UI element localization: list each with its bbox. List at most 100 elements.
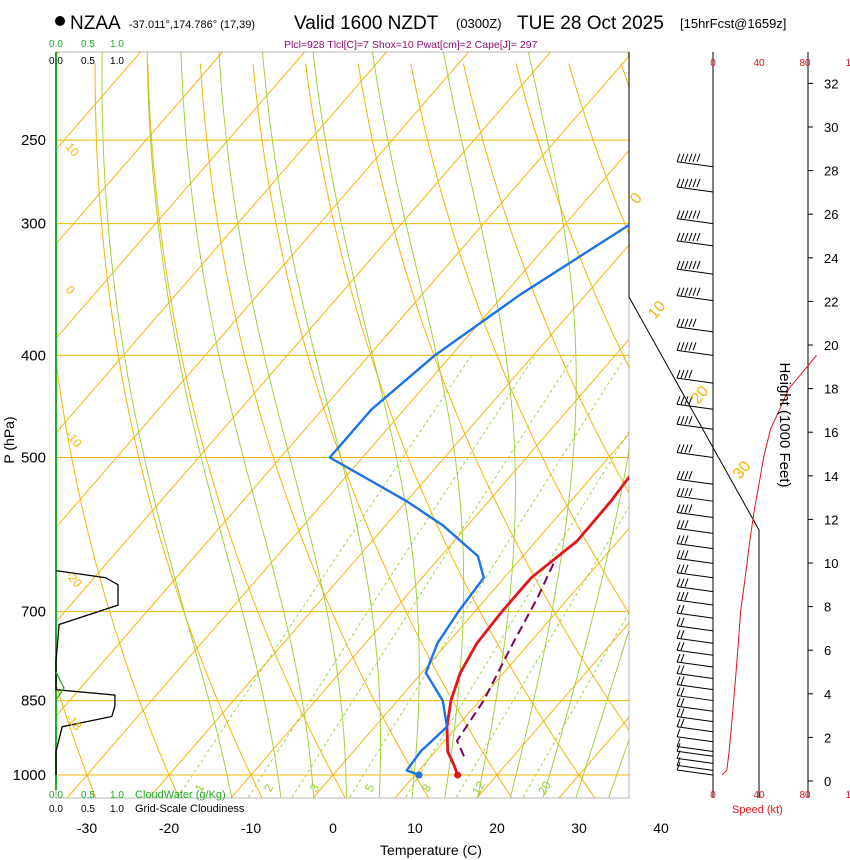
wind-barb-flag xyxy=(696,287,701,296)
mixing-ratio-label: 20 xyxy=(535,778,554,797)
y-tick-label: 400 xyxy=(21,347,46,364)
mixing-ratio-label: 3 xyxy=(307,781,323,794)
station-dot xyxy=(55,16,65,26)
wind-barb-flag xyxy=(692,153,697,162)
x-axis-title: Temperature (C) xyxy=(380,842,482,858)
cloud-water-tick-bottom: 0.0 xyxy=(49,790,63,801)
wind-barb-staff xyxy=(676,612,714,619)
wind-barb-flag xyxy=(680,260,685,270)
wind-barb-flag xyxy=(680,535,685,544)
wind-barb-flag xyxy=(676,178,681,188)
wind-barb-flag xyxy=(688,504,693,513)
wind-barb-flag xyxy=(680,687,685,696)
wind-barb-flag xyxy=(684,318,689,328)
wind-barb-flag xyxy=(692,318,697,328)
dry-adiabat-line xyxy=(56,682,97,798)
cloudiness-tick-top: 0.5 xyxy=(81,56,95,67)
mixing-ratio-line xyxy=(522,611,629,798)
speed-tick-top: 12 xyxy=(845,58,850,69)
skew-boundary-line xyxy=(628,52,760,798)
wind-barb-flag xyxy=(684,232,689,242)
mixing-ratio-label: 12 xyxy=(469,778,488,797)
wind-barb-flag xyxy=(680,550,685,559)
wind-barb-staff xyxy=(676,543,714,550)
wind-barb-staff xyxy=(676,769,714,776)
wind-barb-flag xyxy=(684,578,689,587)
wind-barb-staff xyxy=(676,186,714,193)
wind-barb-flag xyxy=(684,488,689,497)
wind-barb-flag xyxy=(676,471,681,480)
plot-frame xyxy=(55,51,630,799)
isotherm-line xyxy=(56,52,141,151)
speed-tick-bottom: 0 xyxy=(710,790,716,801)
isotherm-line xyxy=(476,622,629,798)
wind-barb-flag xyxy=(676,642,681,651)
wind-barb-flag xyxy=(676,698,681,707)
speed-axis-title: Speed (kt) xyxy=(732,804,783,816)
dry-adiabat-line xyxy=(620,63,629,89)
wind-barb-flag xyxy=(684,210,689,219)
height-tick-label: 16 xyxy=(824,425,838,440)
wind-barb-flag xyxy=(684,369,689,379)
y-tick-label: 250 xyxy=(21,132,46,149)
wind-barb-flag xyxy=(684,564,689,573)
dry-adiabat-line xyxy=(515,63,629,369)
isotherm-line xyxy=(56,52,305,340)
wind-barb-flag xyxy=(688,260,693,270)
parcel-line xyxy=(456,562,555,757)
wind-barb-flag xyxy=(680,617,685,627)
x-tick-label: -20 xyxy=(159,820,179,836)
wind-barb-flag xyxy=(676,232,681,242)
y-tick-label: 850 xyxy=(21,693,46,710)
wind-barb-flag xyxy=(680,318,685,328)
wind-barb-flag xyxy=(684,535,689,544)
height-tick-label: 22 xyxy=(824,294,838,309)
wind-barb-flag xyxy=(684,260,689,270)
speed-line xyxy=(721,354,817,776)
isotherm-line xyxy=(394,527,629,798)
height-tick-label: 18 xyxy=(824,382,838,397)
x-tick-label: 30 xyxy=(571,820,587,836)
dry-adiabat-line xyxy=(94,63,263,798)
cloudiness-title: Grid-Scale Cloudiness xyxy=(135,803,245,815)
mixing-ratio-label: 8 xyxy=(419,781,435,794)
isotherm-line xyxy=(312,433,629,798)
x-tick-label: 40 xyxy=(653,820,669,836)
y-tick-label: 500 xyxy=(21,450,46,467)
wind-barb-staff xyxy=(676,726,714,733)
cloud-water-tick-top: 0.5 xyxy=(81,39,95,50)
wind-barb-staff xyxy=(676,625,714,632)
wind-barb-flag xyxy=(680,708,685,717)
wind-barb-flag xyxy=(680,471,685,480)
wind-barb-flag xyxy=(684,550,689,559)
moist-adiabat-line xyxy=(509,52,577,798)
wind-barb-staff xyxy=(676,586,714,593)
wind-barb-flag xyxy=(676,444,681,453)
forecast-info: [15hrFcst@1659z] xyxy=(680,16,786,31)
wind-barb-flag xyxy=(680,504,685,513)
wind-barb-flag xyxy=(676,708,681,717)
isotherm-label: 0 xyxy=(63,283,78,297)
dry-adiabat-line xyxy=(199,63,430,798)
wind-barb-staff xyxy=(676,403,714,410)
wind-barb-flag xyxy=(680,718,685,727)
wind-barbs xyxy=(676,153,714,776)
wind-barb-staff xyxy=(676,661,714,668)
wind-barb-flag xyxy=(680,416,685,425)
wind-barb-staff xyxy=(676,349,714,356)
cloud-profile xyxy=(55,52,119,790)
wind-barb-staff xyxy=(676,557,714,564)
mixing-ratio-line xyxy=(248,355,536,798)
valid-date: TUE 28 Oct 2025 xyxy=(517,13,664,34)
speed-tick-bottom: 80 xyxy=(799,790,811,801)
isotherm-line xyxy=(56,55,629,718)
moist-adiabat-line xyxy=(608,738,629,798)
wind-barb-flag xyxy=(676,676,681,685)
wind-barb-flag xyxy=(680,178,685,188)
wind-barb-flag xyxy=(676,520,681,529)
wind-barb-flag xyxy=(688,287,693,296)
wind-barb-flag xyxy=(680,342,685,351)
wind-barb-flag xyxy=(680,676,685,685)
isotherm-line xyxy=(230,338,629,798)
